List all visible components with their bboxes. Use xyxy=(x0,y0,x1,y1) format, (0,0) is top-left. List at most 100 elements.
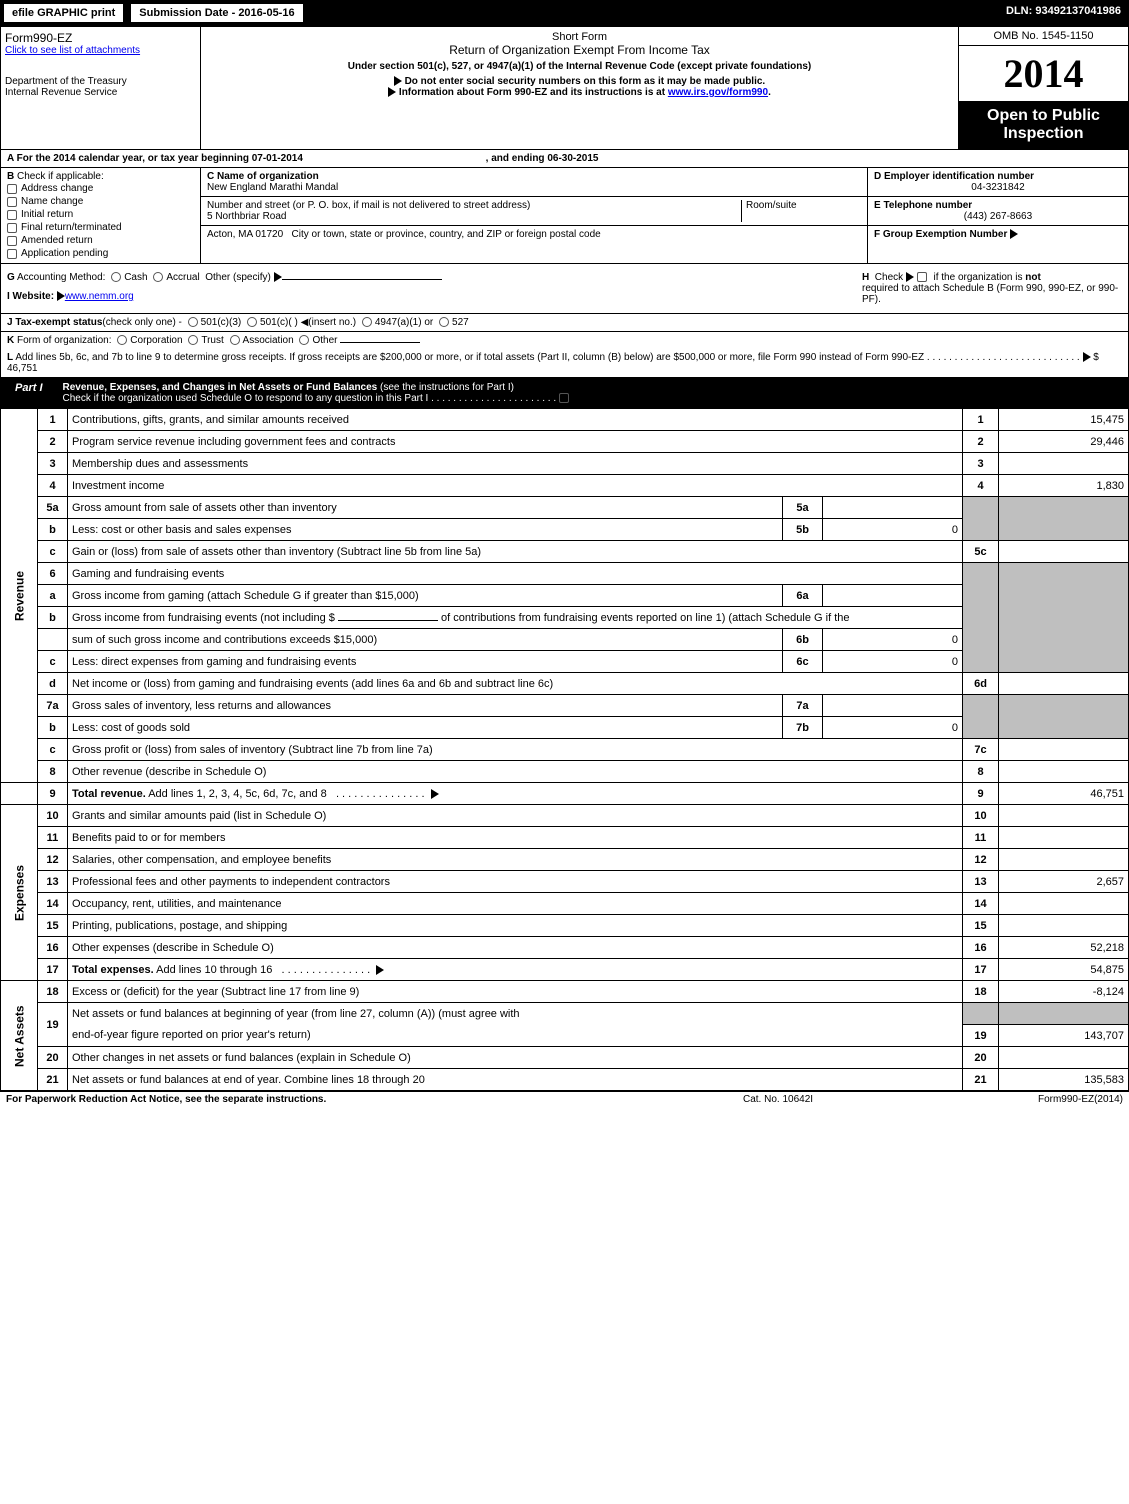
city-value: Acton, MA 01720 xyxy=(207,229,283,240)
radio-assoc[interactable] xyxy=(230,335,240,345)
side-net-assets: Net Assets xyxy=(1,981,38,1091)
desc-6d: Net income or (loss) from gaming and fun… xyxy=(68,673,963,695)
num-15: 15 xyxy=(38,915,68,937)
radio-cash[interactable] xyxy=(111,272,121,282)
desc-12: Salaries, other compensation, and employ… xyxy=(68,849,963,871)
cb-initial-return[interactable]: Initial return xyxy=(7,208,194,221)
side-expenses: Expenses xyxy=(1,805,38,981)
website-link[interactable]: www.nemm.org xyxy=(65,291,134,302)
num-12: 12 xyxy=(38,849,68,871)
checkbox-icon[interactable] xyxy=(7,223,17,233)
cb-amended-return[interactable]: Amended return xyxy=(7,234,194,247)
bv-2: 29,446 xyxy=(999,431,1129,453)
other-specify-input[interactable] xyxy=(282,279,442,280)
desc-16: Other expenses (describe in Schedule O) xyxy=(68,937,963,959)
info-text: Information about Form 990-EZ and its in… xyxy=(399,87,668,98)
bv-17: 54,875 xyxy=(999,959,1129,981)
street-label: Number and street (or P. O. box, if mail… xyxy=(207,200,741,211)
radio-501c3[interactable] xyxy=(188,317,198,327)
num-20: 20 xyxy=(38,1047,68,1069)
row-5a: 5a Gross amount from sale of assets othe… xyxy=(1,497,1129,519)
num-16: 16 xyxy=(38,937,68,959)
checkbox-icon[interactable] xyxy=(7,249,17,259)
num-19: 19 xyxy=(38,1003,68,1047)
d6b1a: Gross income from fundraising events (no… xyxy=(72,612,335,624)
short-form-label: Short Form xyxy=(205,31,954,43)
bn-2: 2 xyxy=(963,431,999,453)
radio-527[interactable] xyxy=(439,317,449,327)
checkbox-icon[interactable] xyxy=(7,236,17,246)
part-i-header: Part I Revenue, Expenses, and Changes in… xyxy=(0,378,1129,408)
irs-link[interactable]: www.irs.gov/form990 xyxy=(668,87,768,98)
num-2: 2 xyxy=(38,431,68,453)
row-9: 9 Total revenue. Add lines 1, 2, 3, 4, 5… xyxy=(1,783,1129,805)
arrow-icon xyxy=(431,789,439,799)
checkbox-icon[interactable] xyxy=(7,210,17,220)
radio-4947[interactable] xyxy=(362,317,372,327)
info-line: Information about Form 990-EZ and its in… xyxy=(205,87,954,98)
6b-input[interactable] xyxy=(338,620,438,621)
b-label: B Check if applicable: xyxy=(7,171,194,182)
attachments-link[interactable]: Click to see list of attachments xyxy=(5,45,140,56)
spacer xyxy=(307,2,998,24)
l-letter: L xyxy=(7,352,13,363)
radio-other[interactable] xyxy=(299,335,309,345)
cb-name-change[interactable]: Name change xyxy=(7,195,194,208)
radio-accrual[interactable] xyxy=(153,272,163,282)
h-letter: H xyxy=(862,272,869,283)
h-checkbox[interactable] xyxy=(917,272,927,282)
row-8: 8 Other revenue (describe in Schedule O)… xyxy=(1,761,1129,783)
checkbox-icon[interactable] xyxy=(7,197,17,207)
radio-501c[interactable] xyxy=(247,317,257,327)
ein-value: 04-3231842 xyxy=(874,182,1122,193)
cash-label: Cash xyxy=(124,272,147,283)
part-i-title: Revenue, Expenses, and Changes in Net As… xyxy=(57,379,1128,407)
j-label: J Tax-exempt status xyxy=(7,317,102,328)
app-pending-label: Application pending xyxy=(21,248,108,259)
desc-4: Investment income xyxy=(68,475,963,497)
row-7c: c Gross profit or (loss) from sales of i… xyxy=(1,739,1129,761)
num-14: 14 xyxy=(38,893,68,915)
header-mid: Short Form Return of Organization Exempt… xyxy=(201,27,958,149)
arrow-icon xyxy=(376,965,384,975)
grey-7v xyxy=(999,695,1129,739)
checkbox-icon[interactable] xyxy=(7,184,17,194)
h-if-text: if the organization is xyxy=(934,272,1023,283)
d17-bold: Total expenses. xyxy=(72,964,154,976)
sn-6c: 6c xyxy=(783,651,823,673)
cb-application-pending[interactable]: Application pending xyxy=(7,247,194,260)
k-other: Other xyxy=(312,335,337,346)
bn-8: 8 xyxy=(963,761,999,783)
cb-final-return[interactable]: Final return/terminated xyxy=(7,221,194,234)
d-label: D Employer identification number xyxy=(874,171,1034,182)
efile-print-btn[interactable]: efile GRAPHIC print xyxy=(2,2,125,24)
k-corp: Corporation xyxy=(130,335,182,346)
j-501c: 501(c)( ) xyxy=(260,317,298,328)
num-5a: 5a xyxy=(38,497,68,519)
sv-6c: 0 xyxy=(823,651,963,673)
bn-4: 4 xyxy=(963,475,999,497)
radio-trust[interactable] xyxy=(188,335,198,345)
d9-rest: Add lines 1, 2, 3, 4, 5c, 6d, 7c, and 8 xyxy=(146,788,327,800)
d9-bold: Total revenue. xyxy=(72,788,146,800)
j-text: (check only one) - xyxy=(102,317,181,328)
bn-10: 10 xyxy=(963,805,999,827)
h-check-label: Check xyxy=(875,272,903,283)
donot-text: Do not enter social security numbers on … xyxy=(405,76,766,87)
row-18: Net Assets 18 Excess or (deficit) for th… xyxy=(1,981,1129,1003)
bn-3: 3 xyxy=(963,453,999,475)
cb-address-change[interactable]: Address change xyxy=(7,182,194,195)
grey-19v xyxy=(999,1003,1129,1025)
main-table: Revenue 1 Contributions, gifts, grants, … xyxy=(0,408,1129,1091)
row-6c: c Less: direct expenses from gaming and … xyxy=(1,651,1129,673)
return-title: Return of Organization Exempt From Incom… xyxy=(205,43,954,57)
dept-label: Department of the Treasury xyxy=(5,76,196,87)
k-other-input[interactable] xyxy=(340,342,420,343)
desc-13: Professional fees and other payments to … xyxy=(68,871,963,893)
bv-18: -8,124 xyxy=(999,981,1129,1003)
radio-corp[interactable] xyxy=(117,335,127,345)
row-2: 2 Program service revenue including gove… xyxy=(1,431,1129,453)
bv-10 xyxy=(999,805,1129,827)
b-letter: B xyxy=(7,171,14,182)
part-i-checkbox[interactable] xyxy=(559,393,569,403)
